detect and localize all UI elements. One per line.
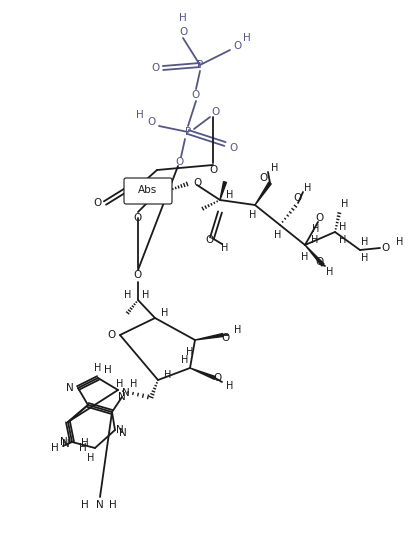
Text: H: H xyxy=(164,370,172,380)
FancyBboxPatch shape xyxy=(124,178,172,204)
Text: O: O xyxy=(93,198,101,208)
Text: H: H xyxy=(136,110,144,120)
Text: O: O xyxy=(316,213,324,223)
Text: N: N xyxy=(96,500,104,510)
Text: O: O xyxy=(211,107,219,117)
Text: H: H xyxy=(226,190,234,200)
Text: O: O xyxy=(381,243,389,253)
Text: H: H xyxy=(234,325,242,335)
Text: H: H xyxy=(361,237,369,247)
Polygon shape xyxy=(195,334,223,340)
Text: H: H xyxy=(342,199,349,209)
Text: N: N xyxy=(118,392,126,402)
Text: H: H xyxy=(186,347,194,357)
Text: O: O xyxy=(134,270,142,280)
Text: H: H xyxy=(326,267,334,277)
Text: O: O xyxy=(214,373,222,383)
Text: O: O xyxy=(193,178,201,188)
Text: H: H xyxy=(79,443,87,453)
Text: H: H xyxy=(339,222,347,232)
Text: N: N xyxy=(60,437,68,447)
Text: N: N xyxy=(66,383,74,393)
Text: O: O xyxy=(148,117,156,127)
Text: O: O xyxy=(259,173,267,183)
Text: O: O xyxy=(316,257,324,267)
Text: O: O xyxy=(179,27,187,37)
Text: H: H xyxy=(124,290,132,300)
Polygon shape xyxy=(305,245,324,266)
Text: N: N xyxy=(122,388,130,398)
Text: H: H xyxy=(87,453,95,463)
Text: O: O xyxy=(209,165,217,175)
Text: H: H xyxy=(161,308,169,318)
Text: H: H xyxy=(109,500,117,510)
Text: N: N xyxy=(119,428,127,438)
Text: H: H xyxy=(361,253,369,263)
Text: H: H xyxy=(116,379,124,389)
Text: H: H xyxy=(249,210,257,220)
Text: O: O xyxy=(206,235,214,245)
Text: N: N xyxy=(62,439,70,449)
Text: H: H xyxy=(130,379,138,389)
Text: H: H xyxy=(51,443,59,453)
Text: O: O xyxy=(151,63,159,73)
Text: H: H xyxy=(274,230,282,240)
Text: O: O xyxy=(192,90,200,100)
Text: O: O xyxy=(108,330,116,340)
Text: H: H xyxy=(94,363,102,373)
Text: O: O xyxy=(134,213,142,223)
Text: H: H xyxy=(304,183,312,193)
Text: H: H xyxy=(226,381,234,391)
Text: H: H xyxy=(271,163,279,173)
Text: H: H xyxy=(221,243,229,253)
Text: H: H xyxy=(142,290,150,300)
Polygon shape xyxy=(255,182,271,205)
Text: H: H xyxy=(179,13,187,23)
Text: Abs: Abs xyxy=(138,185,158,195)
Text: N: N xyxy=(116,425,124,435)
Text: H: H xyxy=(396,237,404,247)
Text: H: H xyxy=(311,235,319,245)
Text: O: O xyxy=(294,193,302,203)
Text: H: H xyxy=(339,235,347,245)
Text: O: O xyxy=(176,157,184,167)
Text: H: H xyxy=(81,438,89,448)
Text: O: O xyxy=(229,143,237,153)
Text: H: H xyxy=(81,500,89,510)
Text: P: P xyxy=(185,127,191,137)
Text: H: H xyxy=(301,252,308,262)
Text: O: O xyxy=(221,333,229,343)
Text: P: P xyxy=(197,60,203,70)
Text: O: O xyxy=(233,41,241,51)
Text: H: H xyxy=(181,355,189,365)
Text: H: H xyxy=(104,365,112,375)
Text: H: H xyxy=(243,33,251,43)
Polygon shape xyxy=(220,181,227,200)
Polygon shape xyxy=(190,368,216,380)
Text: H: H xyxy=(312,224,320,234)
